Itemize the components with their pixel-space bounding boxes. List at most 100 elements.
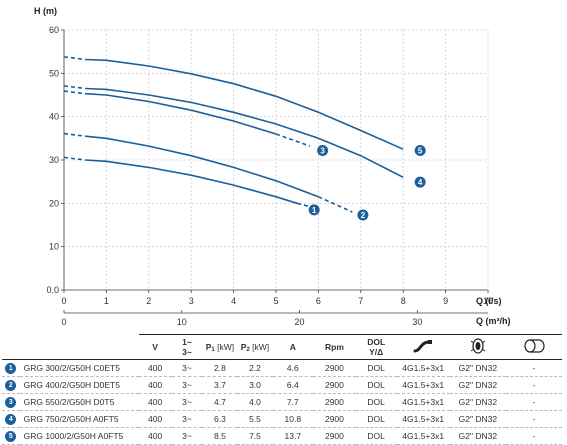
cell-p2: 7.5 [237,427,273,445]
header-phase: 1~ 3~ [171,334,203,360]
cell-phase: 3~ [171,393,203,411]
cylinder-icon [524,339,545,353]
cell-p1: 2.8 [202,359,238,377]
cell-phase: 3~ [171,410,203,428]
curve-5-badge [414,144,426,156]
curve-1-badge [308,204,320,216]
cell-start: DOL [355,359,397,377]
row-number-badge: 5 [5,431,17,442]
table-row: 4 GRG 750/2/G50H A0FT5 400 3~ 6.3 5.5 10.8 2900… [2,410,562,428]
curve-2-badge [357,209,369,221]
header-blank-num [2,334,20,360]
x2-tick-label: 0 [61,317,66,327]
x2-tick-label: 30 [412,317,422,327]
x-tick-label: 6 [316,296,321,306]
curve-4 [85,87,404,179]
cell-start: DOL [355,376,397,394]
cell-cable: 4G1.5+3x1 [396,393,450,411]
header-p1-unit: [kW] [214,341,235,352]
cell-phase: 3~ [171,427,203,445]
cell-rpm: 2900 [313,376,356,394]
cell-cable: 4G1.5+3x1 [396,410,450,428]
curve-3-dashed-start [63,90,86,95]
y-axis-title: H (m) [34,6,57,16]
cell-outlet: G2" DN32 [449,376,506,394]
curve-1-dashed-start [63,156,86,161]
header-p1-sub: 1 [211,346,215,353]
cell-extra: - [505,410,562,428]
cell-v: 400 [138,427,172,445]
cell-model: GRG 550/2/G50H D0T5 [19,393,139,411]
curve-4-badge-label: 4 [418,178,423,187]
y-tick-label: 30 [49,155,59,165]
cell-p1: 8.5 [202,427,238,445]
header-p2-sub: 2 [246,346,250,353]
table-row: 5 GRG 1000/2/G50H A0FT5 400 3~ 8.5 7.5 13.7 290… [2,427,562,445]
cell-extra: - [505,427,562,445]
row-number-cell: 1 [2,359,20,377]
cell-a: 7.7 [272,393,314,411]
cell-p2: 5.5 [237,410,273,428]
curve-5-dashed-start [63,56,86,61]
cell-outlet: G2" DN32 [449,410,506,428]
cell-v: 400 [138,376,172,394]
x-tick-label: 3 [189,296,194,306]
cell-start: DOL [355,427,397,445]
header-voltage: V [138,334,172,360]
x2-axis-title: Q (m³/h) [476,316,511,326]
cable-icon [413,340,433,353]
cell-v: 400 [138,410,172,428]
cell-a: 6.4 [272,376,314,394]
curve-3-badge-label: 3 [320,146,325,155]
curve-5-badge-label: 5 [418,146,423,155]
row-number-cell: 4 [2,410,20,428]
cell-rpm: 2900 [313,359,356,377]
table-row: 3 GRG 550/2/G50H D0T5 400 3~ 4.7 4.0 7.7 2900 DO… [2,393,562,411]
header-rpm: Rpm [313,334,356,360]
cell-p2: 2.2 [237,359,273,377]
header-outlet [449,334,506,360]
cell-rpm: 2900 [313,410,356,428]
cell-outlet: G2" DN32 [449,427,506,445]
cell-extra: - [505,376,562,394]
row-number-cell: 3 [2,393,20,411]
cell-cable: 4G1.5+3x1 [396,376,450,394]
header-p2: P2 [kW] [237,334,273,360]
x-tick-label: 0 [61,296,66,306]
cell-p1: 4.7 [202,393,238,411]
table-header-row: V 1~ 3~ P1 [kW] P2 [kW] A Rpm DOL Y/Δ [2,334,562,360]
curve-2-dashed-start [63,132,86,137]
cell-model: GRG 400/2/G50H D0ET5 [19,376,139,394]
row-number-cell: 5 [2,427,20,445]
header-amps: A [272,334,314,360]
header-phase-top: 1~ [182,337,192,347]
outlet-thread-icon [470,338,486,354]
x-tick-label: 10 [483,296,493,306]
header-p2-unit: [kW] [249,341,270,352]
x2-tick-label: 20 [295,317,305,327]
curve-1-badge-label: 1 [312,206,317,215]
row-number-cell: 2 [2,376,20,394]
header-start-stardelta: Y/Δ [369,347,384,357]
y-tick-label: 0.0 [46,285,59,295]
cell-extra: - [505,393,562,411]
cell-extra: - [505,359,562,377]
row-number-badge: 1 [5,363,17,374]
cell-a: 4.6 [272,359,314,377]
x-tick-label: 8 [401,296,406,306]
curve-4-dashed-start [63,85,86,90]
header-extra [505,334,562,360]
curve-3 [85,92,277,135]
x-tick-label: 5 [273,296,278,306]
pump-spec-table: V 1~ 3~ P1 [kW] P2 [kW] A Rpm DOL Y/Δ [2,334,562,445]
table-row: 1 GRG 300/2/G50H C0ET5 400 3~ 2.8 2.2 4.6 2900 D… [2,359,562,377]
header-blank-model [19,334,139,360]
cell-start: DOL [355,393,397,411]
x-tick-label: 7 [358,296,363,306]
cell-p1: 6.3 [202,410,238,428]
y-tick-label: 10 [49,242,59,252]
header-start-dol: DOL [367,337,386,347]
cell-rpm: 2900 [313,427,356,445]
cell-v: 400 [138,359,172,377]
x-tick-label: 2 [146,296,151,306]
